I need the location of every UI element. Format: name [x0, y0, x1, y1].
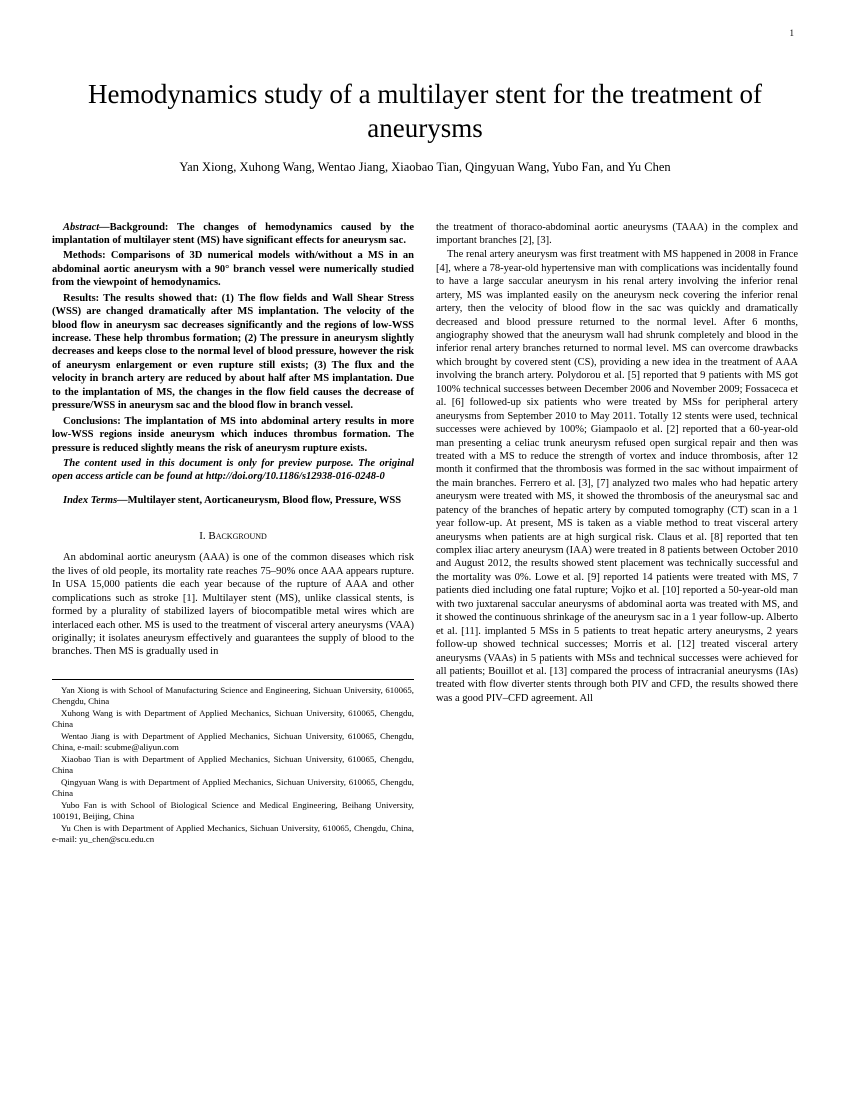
footnote: Yu Chen is with Department of Applied Me… — [52, 823, 414, 845]
index-terms: Index Terms—Multilayer stent, Aorticaneu… — [52, 494, 414, 507]
abstract-block: Abstract—Background: The changes of hemo… — [52, 221, 414, 484]
paper-title: Hemodynamics study of a multilayer stent… — [52, 78, 798, 146]
section-heading-background: I. Background — [52, 529, 414, 543]
two-column-layout: Abstract—Background: The changes of hemo… — [52, 221, 798, 846]
footnote: Yubo Fan is with School of Biological Sc… — [52, 800, 414, 822]
right-column: the treatment of thoraco-abdominal aorti… — [436, 221, 798, 846]
footnote: Yan Xiong is with School of Manufacturin… — [52, 685, 414, 707]
author-list: Yan Xiong, Xuhong Wang, Wentao Jiang, Xi… — [52, 160, 798, 175]
index-terms-label: Index Terms— — [63, 495, 128, 506]
footnote: Wentao Jiang is with Department of Appli… — [52, 731, 414, 753]
body-paragraph: The renal artery aneurysm was first trea… — [436, 248, 798, 705]
body-paragraph: An abdominal aortic aneurysm (AAA) is on… — [52, 551, 414, 659]
footnote: Qingyuan Wang is with Department of Appl… — [52, 777, 414, 799]
abstract-background: Abstract—Background: The changes of hemo… — [52, 221, 414, 248]
footnote: Xiaobao Tian is with Department of Appli… — [52, 754, 414, 776]
abstract-results: Results: The results showed that: (1) Th… — [52, 292, 414, 413]
abstract-methods: Methods: Comparisons of 3D numerical mod… — [52, 249, 414, 289]
abstract-preview-note: The content used in this document is onl… — [52, 457, 414, 484]
author-footnotes: Yan Xiong is with School of Manufacturin… — [52, 679, 414, 845]
body-paragraph: the treatment of thoraco-abdominal aorti… — [436, 221, 798, 248]
footnote: Xuhong Wang is with Department of Applie… — [52, 708, 414, 730]
abstract-label: Abstract— — [63, 222, 110, 233]
left-column: Abstract—Background: The changes of hemo… — [52, 221, 414, 846]
abstract-conclusions: Conclusions: The implantation of MS into… — [52, 415, 414, 455]
page-number: 1 — [790, 28, 795, 38]
